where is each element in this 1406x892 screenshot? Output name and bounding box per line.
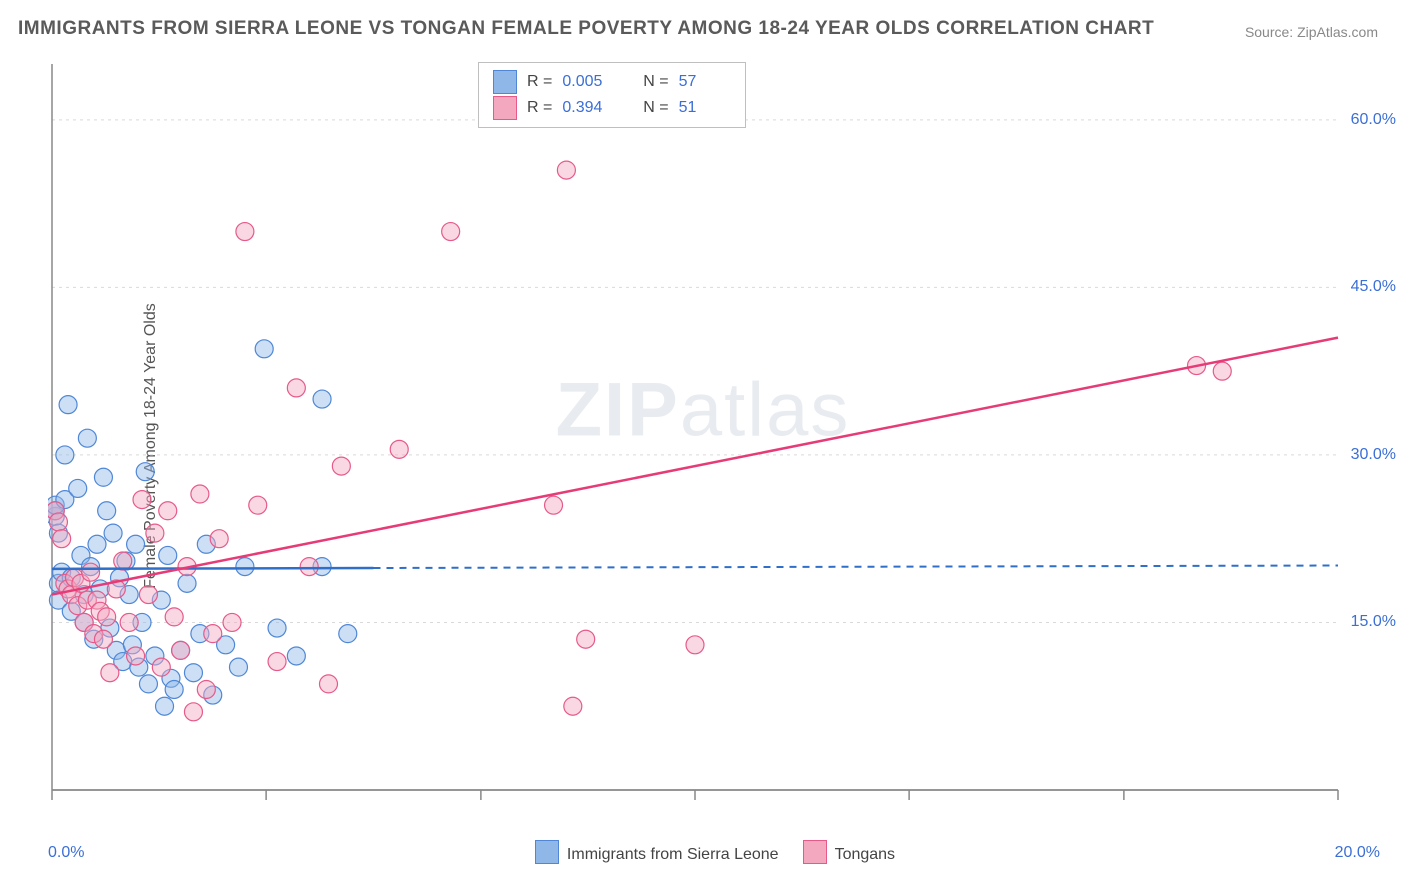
legend-swatch [803,840,827,864]
y-tick-label: 45.0% [1351,278,1396,296]
y-tick-label: 60.0% [1351,111,1396,129]
legend-row: R =0.005 N =57 [493,69,731,95]
y-tick-label: 15.0% [1351,613,1396,631]
chart-area [48,60,1378,820]
y-tick-label: 30.0% [1351,446,1396,464]
legend-row: R =0.394 N =51 [493,95,731,121]
legend-swatch [535,840,559,864]
source-label: Source: ZipAtlas.com [1245,24,1378,40]
chart-title: IMMIGRANTS FROM SIERRA LEONE VS TONGAN F… [18,18,1154,40]
scatter-chart-svg [48,60,1378,820]
legend-label: Immigrants from Sierra Leone [567,846,779,863]
series-legend: Immigrants from Sierra Leone Tongans [0,840,1406,864]
legend-label: Tongans [835,846,896,863]
legend-swatch [493,96,517,120]
correlation-legend: R =0.005 N =57R =0.394 N =51 [478,62,746,128]
legend-swatch [493,70,517,94]
